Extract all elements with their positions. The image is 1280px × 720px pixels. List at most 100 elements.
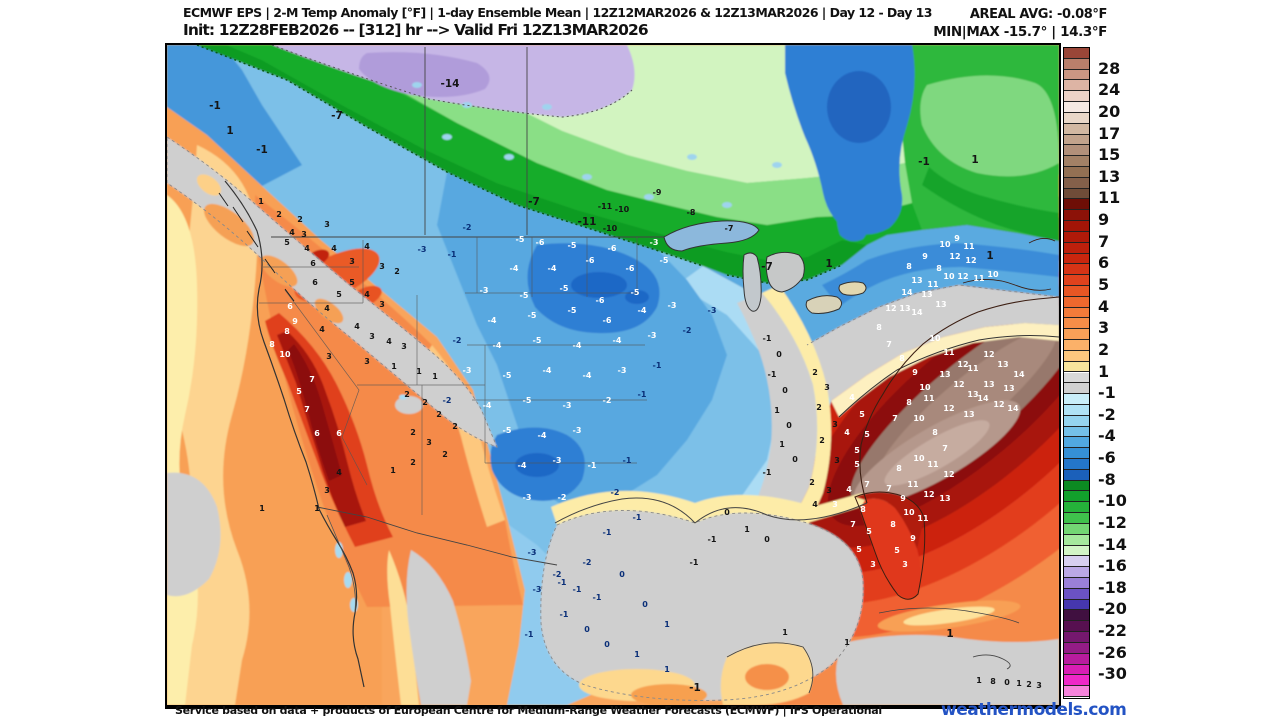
station-value: 2 (410, 458, 416, 467)
station-value: -4 (488, 316, 497, 325)
station-value: -1 (690, 558, 699, 567)
station-value: 11 (927, 280, 939, 289)
station-value: 13 (967, 390, 978, 399)
station-value: 8 (876, 323, 882, 332)
colorbar-tick-label: -14 (1098, 534, 1127, 554)
station-value: 9 (922, 252, 928, 261)
station-value: 10 (903, 508, 915, 517)
station-value: 5 (859, 410, 865, 419)
colorbar-tick-label: -8 (1098, 469, 1116, 489)
station-value: 12 (957, 360, 968, 369)
colorbar-cell (1064, 156, 1089, 167)
station-value: -3 (463, 366, 472, 375)
colorbar-tick-label: 20 (1098, 101, 1121, 121)
station-value: 9 (292, 317, 298, 326)
station-value: 7 (304, 405, 310, 414)
station-value: 12 (957, 272, 968, 281)
station-value: 1 (390, 466, 396, 475)
station-value: -5 (520, 291, 529, 300)
contour-label: -7 (761, 261, 773, 273)
station-value: 8 (860, 505, 866, 514)
station-value: 10 (279, 350, 291, 359)
station-value: 12 (943, 470, 954, 479)
colorbar-cell (1064, 653, 1089, 665)
station-value: 5 (854, 460, 860, 469)
station-value: -4 (510, 264, 519, 273)
contour-label: -7 (331, 110, 343, 122)
station-value: 13 (899, 304, 910, 313)
colorbar-cell (1064, 80, 1089, 92)
station-values-layer: -5 -6 -5 -6-3-4 -4-6-6-5-3-5-5-6-5-4-5-5-6-4… (258, 188, 1042, 690)
station-value: 11 (943, 348, 955, 357)
contour-label: -11 (578, 216, 597, 228)
boundary-line-layer (167, 45, 1059, 701)
station-value: 5 (864, 430, 870, 439)
station-value: 14 (1013, 370, 1025, 379)
station-value: 3 (870, 560, 876, 569)
station-value: 2 (816, 403, 822, 412)
station-value: 13 (963, 410, 974, 419)
colorbar-tick-label: 28 (1098, 58, 1121, 78)
contour-label: 1 (825, 258, 832, 270)
colorbar-cell (1064, 686, 1089, 697)
station-value: 4 (354, 322, 360, 331)
station-value: -2 (558, 493, 567, 502)
header-model-title: ECMWF EPS | 2-M Temp Anomaly [°F] | 1-da… (183, 5, 932, 20)
station-value: -3 (618, 366, 627, 375)
station-value: 9 (912, 368, 918, 377)
station-value: 8 (899, 354, 905, 363)
station-value: -9 (653, 188, 662, 197)
station-value: 3 (301, 230, 307, 239)
colorbar-cell (1064, 599, 1089, 611)
colorbar-tick-label: -26 (1098, 642, 1127, 662)
station-value: -5 (503, 426, 512, 435)
station-value: -1 (768, 370, 777, 379)
contour-fill-layer (167, 45, 1059, 705)
contour-label: 1 (946, 628, 953, 640)
station-value: 10 (913, 414, 925, 423)
station-value: 1 (774, 406, 780, 415)
temp-anomaly-map: -5 -6 -5 -6-3-4 -4-6-6-5-3-5-5-6-5-4-5-5-6-4… (167, 45, 1059, 705)
station-value: -2 (611, 488, 620, 497)
colorbar-tick-label: 7 (1098, 231, 1110, 251)
station-value: -3 (573, 426, 582, 435)
colorbar-cell (1064, 307, 1089, 319)
contour-labels-layer: -14-7-7-7-11-1-11-1 111-11 (209, 78, 993, 694)
station-value: -4 (583, 371, 592, 380)
station-value: -1 (653, 361, 662, 370)
station-value: 1 (391, 362, 397, 371)
colorbar-cell (1064, 480, 1089, 492)
station-value: -11 (598, 202, 613, 211)
contour-label: -1 (256, 144, 268, 156)
colorbar (1063, 47, 1090, 699)
station-value: -5 (560, 284, 569, 293)
station-value: 10 (919, 383, 931, 392)
station-value: 8 (990, 677, 996, 686)
colorbar-cell (1064, 578, 1089, 589)
station-value: 13 (1003, 384, 1014, 393)
station-value: 5 (349, 278, 355, 287)
colorbar-cell (1064, 415, 1089, 427)
station-value: -7 (725, 224, 734, 233)
station-value: -3 (668, 301, 677, 310)
station-value: -5 (503, 371, 512, 380)
station-value: 13 (939, 494, 950, 503)
station-value: 2 (297, 215, 303, 224)
station-value: -4 (638, 306, 647, 315)
station-value: -2 (453, 336, 462, 345)
station-value: 4 (812, 500, 818, 509)
station-value: 7 (850, 520, 856, 529)
station-value: 5 (336, 290, 342, 299)
station-value: 12 (949, 252, 960, 261)
station-value: 13 (983, 380, 994, 389)
contour-label: -1 (689, 682, 701, 694)
station-value: 2 (436, 410, 442, 419)
station-value: 11 (963, 242, 975, 251)
station-value: 3 (426, 438, 432, 447)
station-value: 1 (416, 367, 422, 376)
station-value: 5 (284, 238, 290, 247)
station-value: -1 (560, 610, 569, 619)
station-value: -5 (660, 256, 669, 265)
station-value: 12 (943, 404, 954, 413)
station-value: 7 (864, 480, 870, 489)
